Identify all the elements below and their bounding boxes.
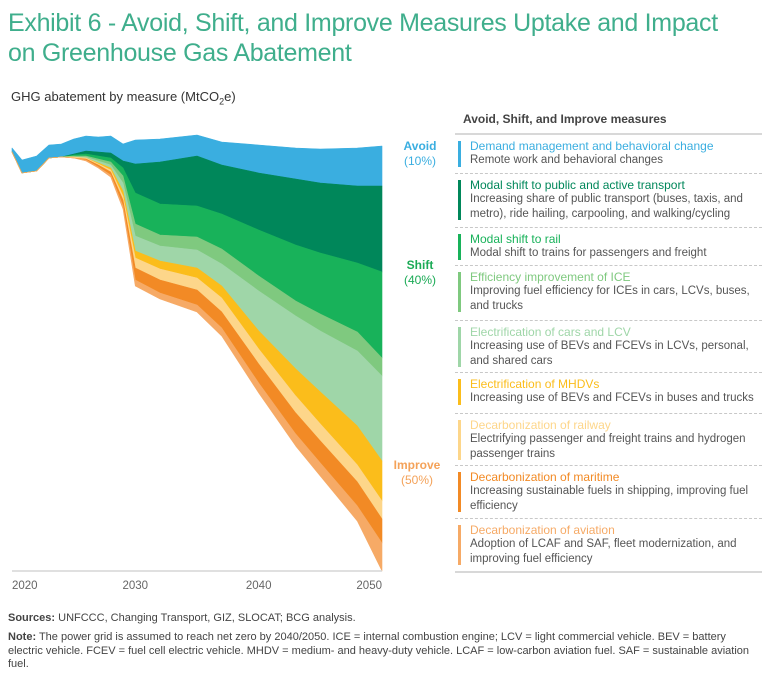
- legend-item: Electrification of MHDVs Increasing use o…: [458, 377, 758, 407]
- legend-item: Electrification of cars and LCV Increasin…: [458, 325, 758, 369]
- group-share: (40%): [403, 273, 436, 287]
- legend-item-title: Electrification of MHDVs: [470, 377, 600, 391]
- legend-color-bar: [458, 472, 461, 512]
- legend-divider: [455, 173, 762, 174]
- group-name: Improve: [393, 458, 441, 472]
- sources-text: UNFCCC, Changing Transport, GIZ, SLOCAT;…: [55, 612, 356, 624]
- legend-color-bar: [458, 327, 461, 367]
- x-tick-label: 2050: [356, 580, 382, 592]
- legend-item-description: Increasing use of BEVs and FCEVs in LCVs…: [470, 340, 749, 367]
- legend-item-description: Increasing sustainable fuels in shipping…: [470, 485, 749, 512]
- legend-item-title: Electrification of cars and LCV: [470, 325, 631, 339]
- note-paragraph: Note: The power grid is assumed to reach…: [8, 631, 760, 672]
- legend-divider: [455, 413, 762, 414]
- legend-divider: [455, 265, 762, 266]
- legend-item-title: Modal shift to rail: [470, 232, 561, 246]
- legend-color-bar: [458, 180, 461, 220]
- legend-item: Modal shift to public and active transpo…: [458, 178, 758, 222]
- x-tick-label: 2030: [123, 580, 149, 592]
- subtitle-text: GHG abatement by measure (MtCO: [11, 89, 220, 104]
- legend-item-description: Modal shift to trains for passengers and…: [470, 247, 707, 259]
- legend-item: Decarbonization of railway Electrifying p…: [458, 418, 758, 462]
- stacked-area-chart: 2020 2030 2040 2050: [11, 134, 383, 592]
- legend-item: Decarbonization of aviation Adoption of L…: [458, 523, 758, 567]
- x-tick-label: 2020: [12, 580, 38, 592]
- legend-item-title: Modal shift to public and active transpo…: [470, 178, 685, 192]
- sources-line: Sources: UNFCCC, Changing Transport, GIZ…: [8, 612, 356, 624]
- area-layers: [11, 134, 383, 572]
- group-name: Shift: [406, 258, 434, 272]
- legend-divider: [455, 465, 762, 466]
- group-name: Avoid: [403, 139, 437, 153]
- legend-color-bar: [458, 234, 461, 260]
- group-share: (10%): [403, 154, 436, 168]
- legend-item-description: Improving fuel efficiency for ICEs in ca…: [470, 285, 750, 312]
- legend-divider: [455, 227, 762, 228]
- x-tick-label: 2040: [246, 580, 272, 592]
- legend-color-bar: [458, 141, 461, 167]
- group-label-avoid: Avoid (10%): [390, 139, 450, 169]
- group-share: (50%): [400, 473, 433, 487]
- x-tick-labels: 2020 2030 2040 2050: [12, 580, 382, 592]
- legend-item-description: Remote work and behavioral changes: [470, 154, 664, 166]
- legend-item-description: Increasing use of BEVs and FCEVs in buse…: [470, 392, 754, 404]
- legend-divider: [455, 518, 762, 519]
- chart-subtitle: GHG abatement by measure (MtCO2e): [11, 89, 236, 107]
- legend-item: Efficiency improvement of ICE Improving f…: [458, 270, 758, 314]
- legend-item-title: Decarbonization of maritime: [470, 470, 620, 484]
- group-label-improve: Improve (50%): [387, 458, 447, 488]
- legend-item: Demand management and behavioral change R…: [458, 139, 758, 169]
- area-layer-decarbonization-of-aviation: [11, 151, 383, 572]
- group-label-shift: Shift (40%): [390, 258, 450, 288]
- subtitle-suffix: e): [224, 89, 236, 104]
- subtitle-subscript: 2: [219, 96, 225, 107]
- legend-color-bar: [458, 420, 461, 460]
- legend-item-title: Decarbonization of aviation: [470, 523, 615, 537]
- legend-item-description: Electrifying passenger and freight train…: [470, 433, 746, 460]
- legend-item: Modal shift to rail Modal shift to trains…: [458, 232, 758, 262]
- legend-item-description: Increasing share of public transport (bu…: [470, 193, 743, 220]
- legend-divider: [455, 372, 762, 373]
- legend-color-bar: [458, 379, 461, 405]
- legend-item-title: Decarbonization of railway: [470, 418, 611, 432]
- legend-item-description: Adoption of LCAF and SAF, fleet moderniz…: [470, 538, 737, 565]
- legend-bottom-rule: [455, 571, 762, 573]
- exhibit-title: Exhibit 6 - Avoid, Shift, and Improve Me…: [8, 9, 718, 67]
- legend-heading: Avoid, Shift, and Improve measures: [463, 112, 667, 126]
- sources-label: Sources:: [8, 612, 56, 624]
- note-label: Note:: [8, 631, 37, 643]
- legend-top-rule: [455, 133, 762, 135]
- legend-color-bar: [458, 272, 461, 312]
- legend-color-bar: [458, 525, 461, 565]
- legend-item-title: Efficiency improvement of ICE: [470, 270, 631, 284]
- legend-divider: [455, 320, 762, 321]
- legend-item: Decarbonization of maritime Increasing su…: [458, 470, 758, 514]
- legend-item-title: Demand management and behavioral change: [470, 139, 714, 153]
- note-text: The power grid is assumed to reach net z…: [8, 631, 750, 670]
